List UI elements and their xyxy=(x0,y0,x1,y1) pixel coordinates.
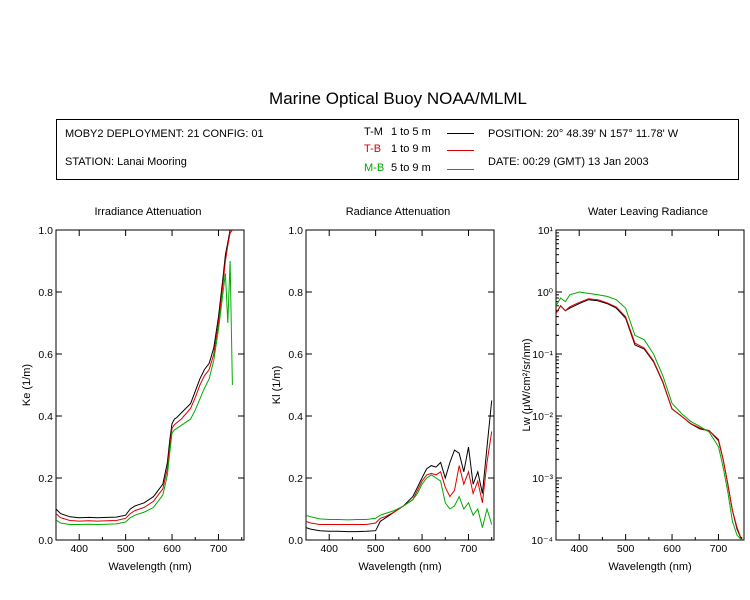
y-tick-label: 0.0 xyxy=(38,535,53,547)
y-tick-label: 1.0 xyxy=(38,225,53,237)
x-tick-label: 700 xyxy=(210,543,228,555)
panel-title-water-leaving: Water Leaving Radiance xyxy=(587,206,709,218)
legend-code-tb: T-B xyxy=(364,143,382,155)
info-box: MOBY2 DEPLOYMENT: 21 CONFIG: 01 STATION:… xyxy=(56,119,739,180)
x-tick-label: 400 xyxy=(70,543,88,555)
x-axis-label: Wavelength (nm) xyxy=(108,561,191,573)
legend-range-mb: 5 to 9 m xyxy=(391,162,431,174)
y-tick-label: 0.2 xyxy=(38,473,53,485)
series-line-t-m xyxy=(306,400,493,533)
x-axis-label: Wavelength (nm) xyxy=(358,561,441,573)
plot-frame xyxy=(555,229,745,541)
legend-code-mb: M-B xyxy=(364,162,385,174)
x-tick-label: 500 xyxy=(117,543,135,555)
series-line-t-b xyxy=(556,298,743,540)
series-line-m-b xyxy=(306,474,493,528)
legend-swatch-mb xyxy=(447,169,474,170)
y-tick-label: 0.8 xyxy=(288,287,303,299)
series-line-t-m xyxy=(56,230,233,519)
x-tick-label: 700 xyxy=(710,543,728,555)
series-line-t-b xyxy=(306,431,493,525)
series-line-t-m xyxy=(556,299,743,540)
series-line-t-b xyxy=(56,230,233,522)
y-tick-label: 0.6 xyxy=(288,349,303,361)
legend-swatch-tb xyxy=(447,150,474,151)
legend-range-tb: 1 to 9 m xyxy=(391,143,431,155)
legend-range-tm: 1 to 5 m xyxy=(391,126,431,138)
deployment-text: MOBY2 DEPLOYMENT: 21 CONFIG: 01 xyxy=(65,128,264,140)
y-tick-label: 1.0 xyxy=(288,225,303,237)
y-tick-label: 0.2 xyxy=(288,473,303,485)
y-tick-label: 10⁻² xyxy=(532,411,553,423)
y-axis-label: Kl (1/m) xyxy=(271,366,283,405)
x-tick-label: 600 xyxy=(663,543,681,555)
legend-code-tm: T-M xyxy=(364,126,383,138)
x-tick-label: 700 xyxy=(460,543,478,555)
x-tick-label: 600 xyxy=(163,543,181,555)
date-text: DATE: 00:29 (GMT) 13 Jan 2003 xyxy=(488,156,649,168)
page-title: Marine Optical Buoy NOAA/MLML xyxy=(269,89,527,108)
y-tick-label: 10¹ xyxy=(538,225,554,237)
y-tick-label: 10⁰ xyxy=(537,287,554,299)
panel-title-irradiance: Irradiance Attenuation xyxy=(94,206,202,218)
y-tick-label: 10⁻¹ xyxy=(532,349,553,361)
y-tick-label: 0.4 xyxy=(38,411,53,423)
x-tick-label: 400 xyxy=(320,543,338,555)
position-text: POSITION: 20° 48.39' N 157° 11.78' W xyxy=(488,128,679,140)
x-tick-label: 500 xyxy=(617,543,635,555)
y-tick-label: 0.4 xyxy=(288,411,303,423)
y-axis-label: Lw (μW/cm²/sr/nm) xyxy=(521,338,533,431)
x-tick-label: 400 xyxy=(570,543,588,555)
x-tick-label: 500 xyxy=(367,543,385,555)
plot-frame xyxy=(305,229,495,541)
series-line-m-b xyxy=(556,291,743,540)
panel-title-radiance: Radiance Attenuation xyxy=(345,206,451,218)
y-tick-label: 0.8 xyxy=(38,287,53,299)
station-text: STATION: Lanai Mooring xyxy=(65,156,187,168)
legend-swatch-tm xyxy=(447,133,474,134)
y-tick-label: 10⁻⁴ xyxy=(531,535,553,547)
series-line-m-b xyxy=(56,260,233,526)
x-tick-label: 600 xyxy=(413,543,431,555)
y-axis-label: Ke (1/m) xyxy=(21,364,33,406)
y-tick-label: 10⁻³ xyxy=(532,473,553,485)
y-tick-label: 0.0 xyxy=(288,535,303,547)
x-axis-label: Wavelength (nm) xyxy=(608,561,691,573)
y-tick-label: 0.6 xyxy=(38,349,53,361)
plot-frame xyxy=(55,229,245,541)
